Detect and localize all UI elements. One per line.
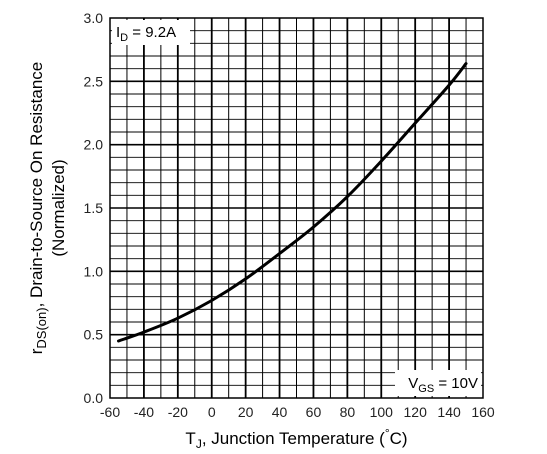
- series-line: [117, 62, 468, 343]
- id-annotation: ID = 9.2A: [116, 24, 176, 44]
- x-tick-label: 60: [306, 404, 322, 420]
- y-tick-label: 0.5: [84, 327, 104, 343]
- vgs-annotation: VGS = 10V: [408, 375, 478, 395]
- x-tick-label: 160: [471, 404, 495, 420]
- x-tick-labels: -60 -40 -20 0 20 40 60 80 100 120 140 160: [100, 404, 495, 420]
- x-tick-label: -20: [168, 404, 188, 420]
- y-tick-label: 1.5: [84, 200, 104, 216]
- y-tick-label: 1.0: [84, 263, 104, 279]
- x-tick-label: 40: [272, 404, 288, 420]
- vgs-annotation-box: [395, 370, 481, 396]
- x-tick-label: 0: [208, 404, 216, 420]
- x-tick-label: 140: [437, 404, 461, 420]
- y-tick-label: 0.0: [84, 390, 104, 406]
- plot-frame: [109, 17, 484, 399]
- x-tick-label: 100: [370, 404, 394, 420]
- x-tick-label: -40: [134, 404, 154, 420]
- y-axis-label: rDS(on), Drain-to-Source On Resistance: [27, 62, 49, 355]
- y-tick-label: 2.0: [84, 137, 104, 153]
- x-tick-label: -60: [100, 404, 120, 420]
- id-annotation-box: [112, 20, 190, 45]
- x-tick-label: 120: [404, 404, 428, 420]
- y-tick-labels: 0.0 0.5 1.0 1.5 2.0 2.5 3.0: [84, 10, 104, 406]
- y-axis-label-line2: (Normalized): [49, 159, 68, 256]
- y-tick-label: 2.5: [84, 73, 104, 89]
- x-axis-label: TJ, Junction Temperature (°C): [185, 426, 407, 451]
- x-tick-label: 80: [340, 404, 356, 420]
- grid: [110, 18, 483, 398]
- y-tick-label: 3.0: [84, 10, 104, 26]
- x-tick-label: 20: [238, 404, 254, 420]
